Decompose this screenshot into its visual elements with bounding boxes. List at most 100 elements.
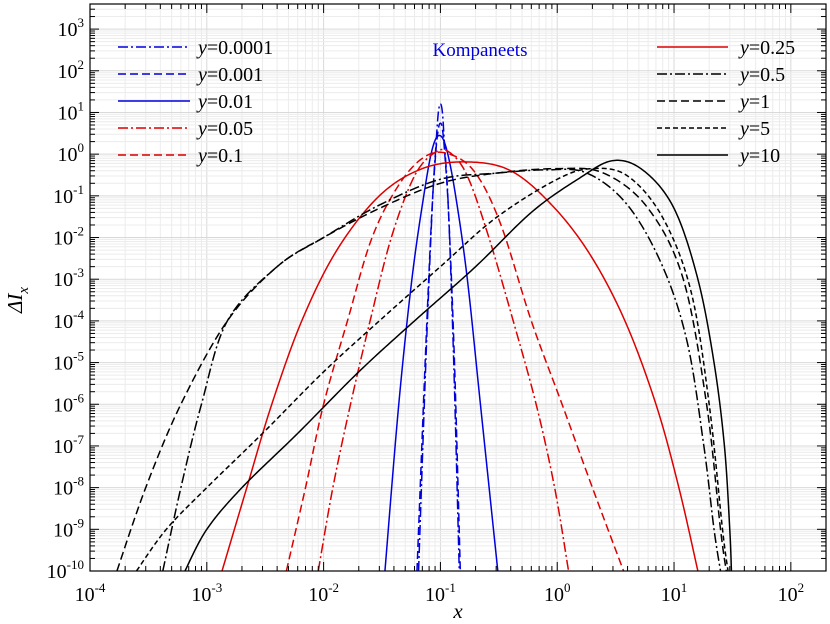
legend-value: =0.001 — [207, 64, 263, 86]
legend-label-3: y=0.05 — [196, 118, 253, 140]
y-tick-exponent: -6 — [73, 390, 84, 405]
y-tick-exponent: 2 — [78, 57, 85, 72]
series-line-3 — [317, 148, 570, 572]
legend-y-symbol: y — [196, 145, 207, 167]
series-line-4 — [285, 151, 625, 572]
plot-frame — [89, 3, 827, 572]
y-tick-exponent: -10 — [67, 557, 84, 572]
y-tick-base: 10 — [47, 561, 67, 583]
legend-value: =0.05 — [207, 118, 253, 140]
y-tick-base: 10 — [53, 269, 73, 291]
x-tick-label: 101 — [661, 580, 688, 606]
x-axis-title: x — [452, 599, 463, 623]
legend-value: =5 — [749, 118, 770, 140]
legend-value: =0.25 — [749, 37, 795, 59]
y-axis-title-base: ΔI — [3, 293, 27, 314]
legend: y=0.0001y=0.001y=0.01y=0.05y=0.1y=0.25y=… — [118, 37, 795, 167]
legend-y-symbol: y — [196, 37, 207, 59]
y-tick-exponent: -4 — [73, 307, 84, 322]
y-tick-exponent: 3 — [78, 15, 85, 30]
y-tick-label: 10-9 — [53, 515, 84, 541]
x-tick-base: 10 — [661, 584, 681, 606]
y-tick-labels: 10-1010-910-810-710-610-510-410-310-210-… — [47, 15, 85, 583]
y-tick-base: 10 — [58, 102, 78, 124]
series-line-6 — [162, 168, 722, 572]
x-tick-label: 10-2 — [308, 580, 339, 606]
x-tick-base: 10 — [75, 584, 95, 606]
y-tick-label: 10-7 — [53, 432, 84, 458]
y-tick-label: 10-8 — [53, 474, 84, 500]
legend-label-6: y=0.5 — [738, 64, 785, 86]
legend-y-symbol: y — [196, 118, 207, 140]
x-tick-label: 102 — [778, 580, 805, 606]
x-tick-label: 100 — [544, 580, 571, 606]
y-tick-exponent: 0 — [78, 140, 85, 155]
legend-value: =1 — [749, 91, 770, 113]
y-tick-base: 10 — [53, 478, 73, 500]
x-tick-exponent: 2 — [798, 580, 805, 595]
annotation-kompaneets: Kompaneets — [433, 40, 528, 61]
axes-box — [89, 3, 827, 572]
series-line-5 — [221, 161, 699, 572]
x-tick-exponent: -1 — [445, 580, 456, 595]
y-tick-exponent: -5 — [73, 349, 84, 364]
y-tick-label: 10-4 — [53, 307, 84, 333]
grid — [89, 3, 827, 572]
legend-label-5: y=0.25 — [738, 37, 795, 59]
y-tick-base: 10 — [58, 144, 78, 166]
y-tick-base: 10 — [53, 311, 73, 333]
x-tick-base: 10 — [191, 584, 211, 606]
y-axis-title-subscript: x — [16, 287, 32, 295]
x-tick-label: 10-3 — [191, 580, 222, 606]
legend-y-symbol: y — [738, 145, 749, 167]
legend-y-symbol: y — [738, 64, 749, 86]
series-line-1 — [416, 122, 462, 572]
legend-label-1: y=0.001 — [196, 64, 263, 86]
legend-y-symbol: y — [738, 118, 749, 140]
x-tick-base: 10 — [778, 584, 798, 606]
legend-value: =0.01 — [207, 91, 253, 113]
y-tick-base: 10 — [53, 353, 73, 375]
x-tick-exponent: -4 — [95, 580, 106, 595]
y-tick-exponent: -2 — [73, 224, 84, 239]
legend-value: =0.1 — [207, 145, 243, 167]
x-tick-base: 10 — [544, 584, 564, 606]
x-tick-exponent: 0 — [564, 580, 571, 595]
y-axis-title: ΔIx — [3, 287, 32, 314]
y-tick-label: 10-1 — [53, 182, 84, 208]
y-tick-base: 10 — [53, 519, 73, 541]
x-tick-labels: 10-4 10-3 10-2 10-1 100 101 102 — [75, 580, 805, 606]
svg-text:ΔIx: ΔIx — [3, 287, 32, 314]
x-tick-base: 10 — [425, 584, 445, 606]
y-tick-base: 10 — [53, 394, 73, 416]
x-tick-label: 10-4 — [75, 580, 106, 606]
y-tick-label: 100 — [58, 140, 85, 166]
y-tick-label: 10-6 — [53, 390, 84, 416]
x-tick-exponent: -2 — [328, 580, 339, 595]
legend-label-9: y=10 — [738, 145, 780, 167]
curves — [116, 103, 733, 572]
legend-value: =10 — [749, 145, 780, 167]
x-tick-exponent: 1 — [681, 580, 688, 595]
y-tick-base: 10 — [53, 186, 73, 208]
legend-label-4: y=0.1 — [196, 145, 243, 167]
y-tick-exponent: -9 — [73, 515, 84, 530]
legend-label-0: y=0.0001 — [196, 37, 273, 59]
y-tick-exponent: -7 — [73, 432, 84, 447]
series-line-7 — [116, 167, 728, 572]
series-line-8 — [135, 167, 729, 572]
legend-y-symbol: y — [196, 91, 207, 113]
y-tick-label: 10-10 — [47, 557, 84, 583]
legend-value: =0.0001 — [207, 37, 273, 59]
legend-label-2: y=0.01 — [196, 91, 253, 113]
series-line-9 — [184, 159, 733, 572]
y-tick-label: 10-3 — [53, 265, 84, 291]
y-tick-exponent: 1 — [78, 98, 85, 113]
x-tick-base: 10 — [308, 584, 328, 606]
y-tick-exponent: -8 — [73, 474, 84, 489]
y-tick-exponent: -3 — [73, 265, 84, 280]
legend-label-8: y=5 — [738, 118, 770, 140]
y-tick-base: 10 — [53, 436, 73, 458]
y-tick-label: 102 — [58, 57, 85, 83]
